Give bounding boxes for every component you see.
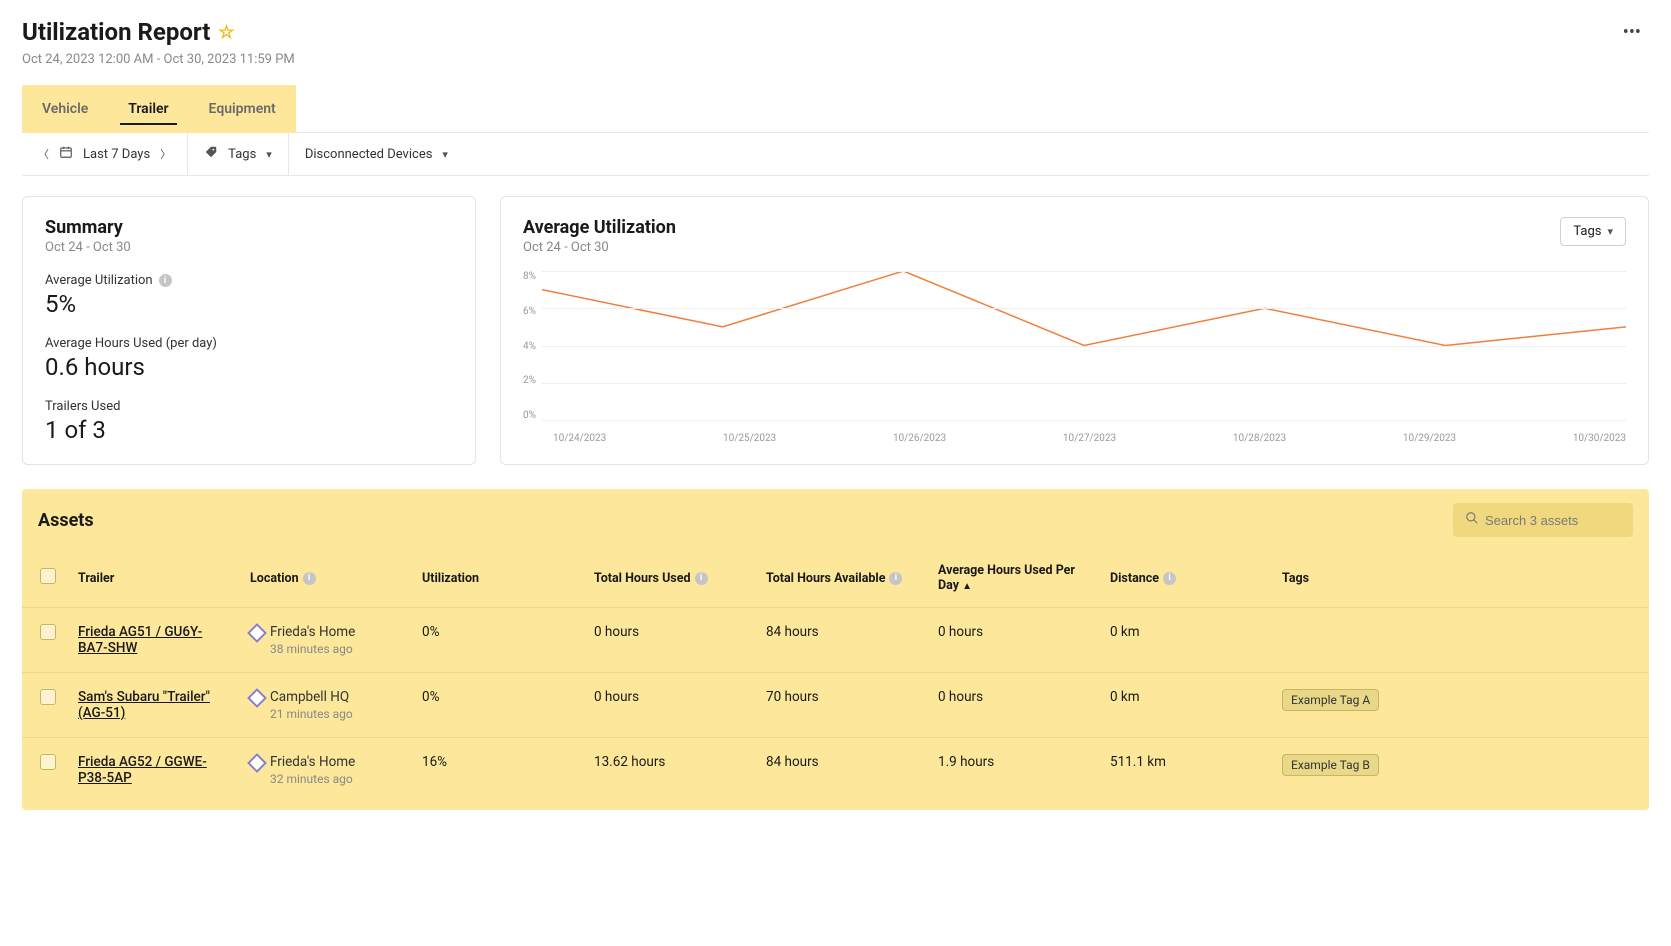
col-avg-hours-per-day[interactable]: Average Hours Used Per Day ▲: [928, 549, 1100, 608]
row-checkbox[interactable]: [40, 624, 56, 640]
info-icon[interactable]: i: [159, 274, 172, 287]
tab-trailer[interactable]: Trailer: [108, 85, 188, 133]
chevron-right-icon[interactable]: 〉: [160, 146, 171, 162]
favorite-star-icon[interactable]: ☆: [218, 22, 234, 43]
chevron-down-icon: ▾: [1607, 225, 1613, 238]
tags-filter[interactable]: Tags ▾: [188, 133, 289, 175]
cell-utilization: 0%: [412, 608, 584, 673]
date-range-label: Last 7 Days: [83, 147, 150, 162]
chevron-down-icon: ▾: [442, 148, 448, 161]
tag-badge[interactable]: Example Tag A: [1282, 689, 1379, 711]
tab-equipment[interactable]: Equipment: [189, 85, 296, 133]
cell-tags: Example Tag B: [1272, 738, 1649, 803]
avg-hours-value: 0.6 hours: [45, 353, 453, 381]
location-name: Frieda's Home: [270, 624, 355, 640]
cell-total-hours-used: 0 hours: [584, 608, 756, 673]
tab-vehicle[interactable]: Vehicle: [22, 85, 108, 133]
chart-range: Oct 24 - Oct 30: [523, 240, 676, 255]
tabs: VehicleTrailerEquipment: [22, 85, 296, 133]
date-range-picker[interactable]: 〈 Last 7 Days 〉: [22, 133, 188, 175]
col-total-hours-used[interactable]: Total Hours Usedi: [584, 549, 756, 608]
col-total-hours-available[interactable]: Total Hours Availablei: [756, 549, 928, 608]
sort-asc-icon: ▲: [962, 581, 972, 592]
row-checkbox[interactable]: [40, 689, 56, 705]
chart-x-axis: 10/24/202310/25/202310/26/202310/27/2023…: [553, 433, 1626, 444]
col-distance[interactable]: Distancei: [1100, 549, 1272, 608]
chart-title: Average Utilization: [523, 217, 676, 238]
select-all-checkbox[interactable]: [40, 568, 56, 584]
table-row: Frieda AG52 / GGWE-P38-5AP Frieda's Home 3…: [22, 738, 1649, 803]
disconnected-filter[interactable]: Disconnected Devices ▾: [289, 135, 464, 174]
info-icon[interactable]: i: [1163, 572, 1176, 585]
summary-title: Summary: [45, 217, 453, 238]
cell-total-hours-used: 13.62 hours: [584, 738, 756, 803]
col-tags[interactable]: Tags: [1272, 549, 1649, 608]
asset-link[interactable]: Frieda AG52 / GGWE-P38-5AP: [78, 754, 207, 786]
location-name: Frieda's Home: [270, 754, 355, 770]
cell-avg-hours-per-day: 1.9 hours: [928, 738, 1100, 803]
col-trailer[interactable]: Trailer: [68, 549, 240, 608]
cell-avg-hours-per-day: 0 hours: [928, 673, 1100, 738]
cell-distance: 511.1 km: [1100, 738, 1272, 803]
cell-total-hours-available: 84 hours: [756, 738, 928, 803]
chevron-left-icon[interactable]: 〈: [38, 146, 49, 162]
disconnected-filter-label: Disconnected Devices: [305, 147, 433, 162]
chart-tags-dropdown[interactable]: Tags ▾: [1560, 217, 1626, 246]
assets-search-input[interactable]: [1485, 513, 1621, 528]
location-time: 38 minutes ago: [270, 642, 355, 656]
date-range-text: Oct 24, 2023 12:00 AM - Oct 30, 2023 11:…: [22, 52, 295, 67]
chart-plot: [542, 271, 1626, 421]
calendar-icon: [59, 145, 73, 163]
cell-tags: [1272, 608, 1649, 673]
page-title: Utilization Report: [22, 18, 210, 46]
info-icon[interactable]: i: [303, 572, 316, 585]
avg-util-value: 5%: [45, 290, 453, 318]
col-location[interactable]: Locationi: [240, 549, 412, 608]
assets-search[interactable]: [1453, 503, 1633, 537]
cell-distance: 0 km: [1100, 673, 1272, 738]
avg-hours-label: Average Hours Used (per day): [45, 336, 217, 351]
cell-total-hours-used: 0 hours: [584, 673, 756, 738]
col-utilization[interactable]: Utilization: [412, 549, 584, 608]
assets-section: Assets Trailer Locationi Utilization Tot…: [22, 489, 1649, 810]
chart-y-axis: 8%6%4%2%0%: [523, 271, 542, 421]
table-row: Frieda AG51 / GU6Y-BA7-SHW Frieda's Home 3…: [22, 608, 1649, 673]
location-time: 32 minutes ago: [270, 772, 355, 786]
summary-range: Oct 24 - Oct 30: [45, 240, 453, 255]
trailers-used-value: 1 of 3: [45, 416, 453, 444]
search-icon: [1465, 511, 1479, 529]
cell-avg-hours-per-day: 0 hours: [928, 608, 1100, 673]
tag-badge[interactable]: Example Tag B: [1282, 754, 1379, 776]
cell-distance: 0 km: [1100, 608, 1272, 673]
cell-utilization: 0%: [412, 673, 584, 738]
location-time: 21 minutes ago: [270, 707, 353, 721]
info-icon[interactable]: i: [889, 572, 902, 585]
tag-icon: [204, 145, 218, 163]
assets-table: Trailer Locationi Utilization Total Hour…: [22, 549, 1649, 802]
table-row: Sam's Subaru "Trailer" (AG-51) Campbell H…: [22, 673, 1649, 738]
trailers-used-label: Trailers Used: [45, 399, 120, 414]
asset-link[interactable]: Frieda AG51 / GU6Y-BA7-SHW: [78, 624, 202, 656]
cell-utilization: 16%: [412, 738, 584, 803]
location-icon: [247, 688, 267, 708]
assets-title: Assets: [38, 510, 94, 531]
summary-card: Summary Oct 24 - Oct 30 Average Utilizat…: [22, 196, 476, 465]
chart-tags-label: Tags: [1573, 224, 1601, 239]
avg-util-label: Average Utilization: [45, 273, 153, 288]
asset-link[interactable]: Sam's Subaru "Trailer" (AG-51): [78, 689, 210, 721]
location-icon: [247, 753, 267, 773]
row-checkbox[interactable]: [40, 754, 56, 770]
chevron-down-icon: ▾: [266, 148, 272, 161]
tags-filter-label: Tags: [228, 147, 256, 162]
chart-card: Average Utilization Oct 24 - Oct 30 Tags…: [500, 196, 1649, 465]
cell-total-hours-available: 84 hours: [756, 608, 928, 673]
info-icon[interactable]: i: [695, 572, 708, 585]
location-icon: [247, 623, 267, 643]
location-name: Campbell HQ: [270, 689, 353, 705]
cell-tags: Example Tag A: [1272, 673, 1649, 738]
cell-total-hours-available: 70 hours: [756, 673, 928, 738]
more-menu-button[interactable]: •••: [1615, 18, 1649, 47]
